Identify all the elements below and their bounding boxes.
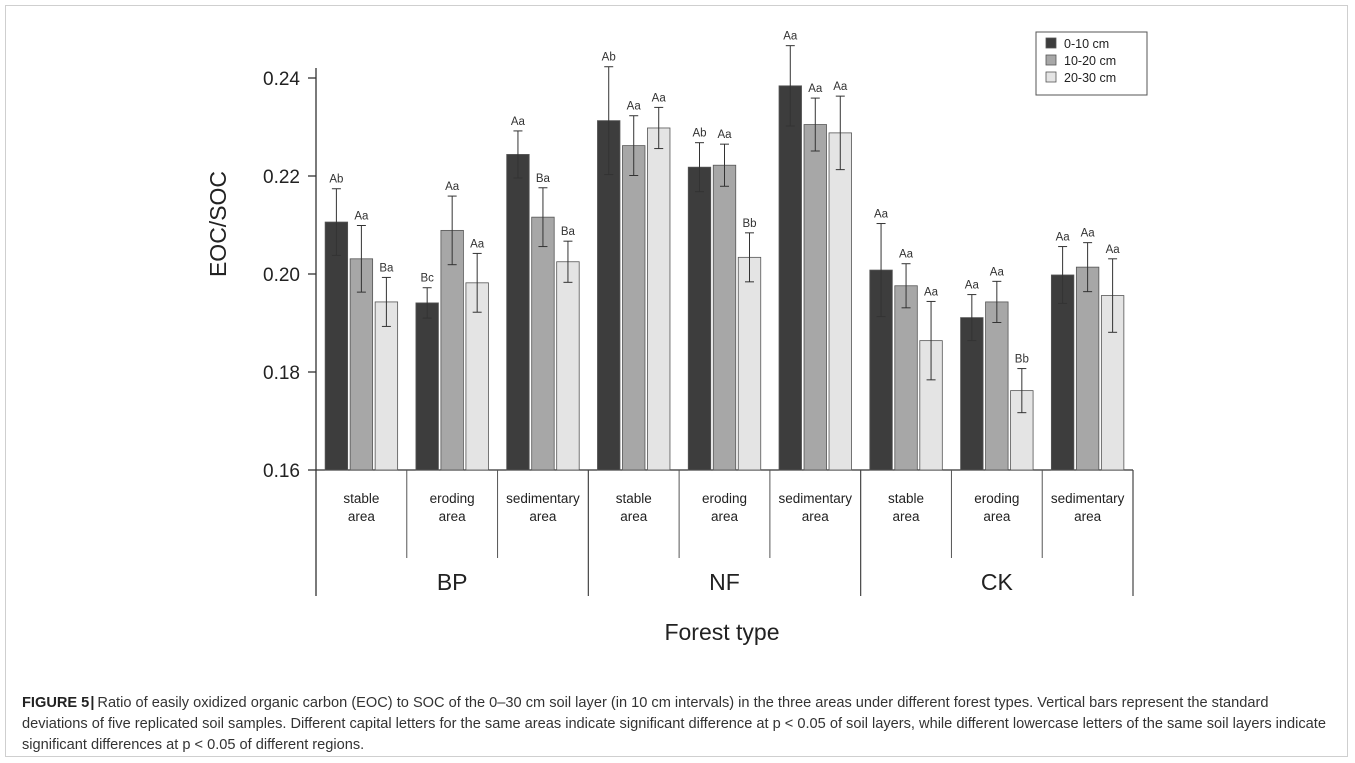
area-label-line2: area [1074,509,1102,524]
area-label-line1: sedimentary [506,491,580,506]
significance-label: Ab [329,174,343,186]
bar [1075,266,1100,471]
significance-label: Aa [1106,244,1121,256]
figure-caption: FIGURE 5| Ratio of easily oxidized organi… [22,693,1332,756]
area-label-line2: area [983,509,1011,524]
significance-label: Aa [445,181,460,193]
bar [415,302,439,471]
y-tick-label: 0.16 [263,461,300,482]
bar [556,261,580,471]
area-label-line1: eroding [430,491,475,506]
significance-label: Aa [511,116,526,128]
area-label-line1: stable [616,491,652,506]
area-label-line1: sedimentary [1051,491,1125,506]
x-axis-title: Forest type [664,619,779,645]
significance-label: Aa [783,31,798,43]
bar [622,145,646,471]
bar [506,154,530,471]
legend-swatch [1045,71,1057,83]
significance-label: Ba [379,262,394,274]
significance-label: Aa [1081,228,1096,240]
area-label-line2: area [620,509,648,524]
significance-label: Aa [354,210,369,222]
bar [737,256,762,471]
y-tick-label: 0.22 [263,167,300,188]
forest-type-label: BP [437,569,468,595]
significance-label: Ba [536,173,551,185]
area-label-line1: eroding [974,491,1019,506]
significance-label: Ab [602,52,616,64]
bars-layer [324,45,1125,471]
caption-figure-label: FIGURE 5 [22,695,90,711]
legend-label: 10-20 cm [1064,54,1116,68]
significance-label: Aa [874,209,889,221]
significance-label: Bb [742,218,756,230]
significance-label: Aa [899,249,914,261]
significance-label: Ab [692,128,706,140]
area-label-line2: area [893,509,921,524]
y-tick-label: 0.18 [263,363,300,384]
y-axis-title: EOC/SOC [205,171,231,277]
forest-type-label: NF [709,569,740,595]
y-tick-label: 0.24 [263,69,300,90]
significance-label: Aa [627,101,642,113]
area-label-line1: sedimentary [779,491,853,506]
bar [803,124,827,471]
area-label-line2: area [711,509,739,524]
legend-swatch [1045,54,1057,66]
legend-swatch [1045,37,1057,49]
significance-label: Aa [652,92,667,104]
bar [687,166,712,471]
significance-label: Aa [1056,232,1071,244]
significance-label: Aa [924,286,939,298]
area-label-line2: area [802,509,830,524]
significance-label: Aa [470,238,485,250]
bar [828,132,852,471]
significance-label: Aa [965,280,980,292]
area-label-line1: eroding [702,491,747,506]
bar [531,216,555,471]
significance-label: Bb [1015,354,1029,366]
significance-label: Aa [808,83,823,95]
forest-type-label: CK [981,569,1014,595]
bar [894,285,918,471]
bar [374,301,399,471]
legend-label: 0-10 cm [1064,37,1109,51]
bar [324,221,349,471]
area-label-line2: area [529,509,557,524]
area-label-line2: area [348,509,376,524]
significance-label: Ba [561,226,576,238]
caption-text: Ratio of easily oxidized organic carbon … [22,695,1326,753]
legend-label: 20-30 cm [1064,71,1116,85]
significance-label: Aa [717,129,732,141]
area-label-line1: stable [888,491,924,506]
legend: 0-10 cm 10-20 cm 20-30 cm [1035,31,1148,96]
caption-separator: | [90,695,95,711]
area-label-line1: stable [343,491,379,506]
bar [440,229,464,471]
significance-label: Bc [420,273,434,285]
bar [1050,274,1075,471]
bar [712,164,737,471]
significance-label: Aa [990,266,1005,278]
labels-layer: 0.16 0.18 0.20 0.22 0.24 BP stable area Ab Aa Ba er… [263,31,1125,595]
y-tick-label: 0.20 [263,265,300,286]
bar-chart: 0.16 0.18 0.20 0.22 0.24 BP stable area Ab Aa Ba er… [205,31,1148,645]
bar [647,127,671,471]
area-label-line2: area [439,509,467,524]
bar [778,85,802,471]
bar [985,301,1009,471]
figure-frame [5,5,1348,757]
significance-label: Aa [833,81,848,93]
